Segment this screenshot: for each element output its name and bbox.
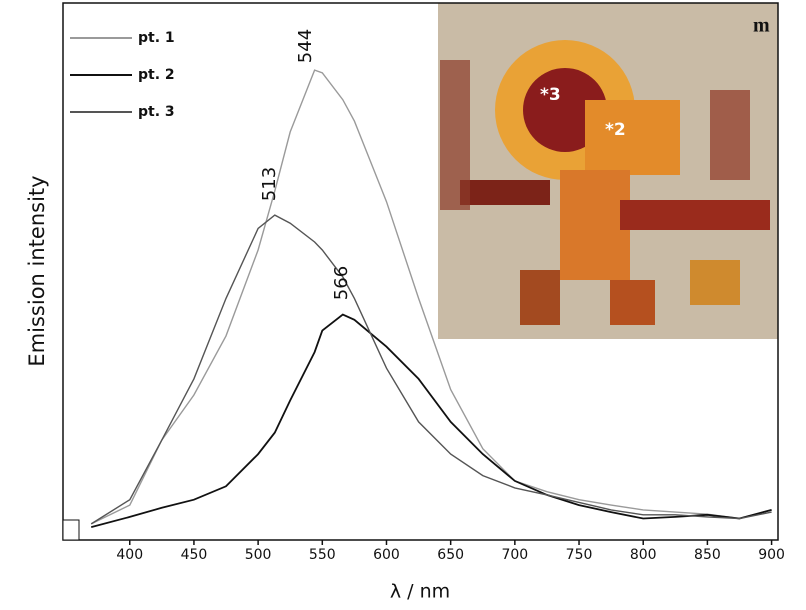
legend-label: pt. 3 [138,104,175,120]
x-tick-label: 650 [437,547,464,563]
legend-label: pt. 1 [138,30,175,46]
inset-panel-label: m [753,15,770,37]
series-line [90,313,772,528]
series-line [90,214,772,525]
axis-break [62,519,80,541]
x-tick-label: 400 [116,547,143,563]
x-tick-label: 550 [309,547,336,563]
x-tick-label: 750 [566,547,593,563]
series-line [90,69,772,525]
inset-point-label: *2 [605,120,626,140]
x-tick-label: 850 [694,547,721,563]
x-axis-label: λ / nm [390,581,450,603]
x-tick-label: 500 [245,547,272,563]
x-tick-label: 450 [181,547,208,563]
x-tick-label: 700 [501,547,528,563]
x-tick-label: 900 [758,547,785,563]
x-tick-label: 600 [373,547,400,563]
peak-label: 566 [331,266,352,300]
peak-label: 513 [259,167,280,201]
x-tick-label: 800 [630,547,657,563]
legend-label: pt. 2 [138,67,175,83]
inset-point-label: *3 [540,85,561,105]
inset-image [438,3,778,339]
y-axis-label: Emission intensity [25,175,49,366]
peak-label: 544 [295,29,316,63]
plot-frame [62,2,779,541]
